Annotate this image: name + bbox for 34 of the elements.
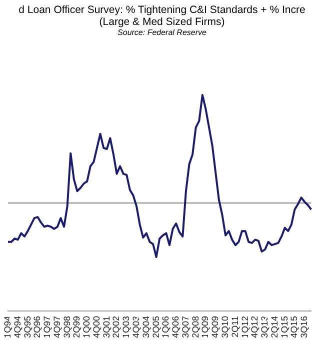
x-tick-label: 3Q01 xyxy=(101,316,112,338)
x-tick-label: 3Q98 xyxy=(62,316,72,338)
x-tick-label: 2Q11 xyxy=(230,316,240,338)
x-tick-label: 4Q94 xyxy=(12,316,22,338)
x-tick-label: 3Q13 xyxy=(260,316,270,338)
x-tick-label: 2Q96 xyxy=(32,316,42,338)
x-tick-label: 1Q12 xyxy=(240,316,250,338)
x-tick-label: 3Q07 xyxy=(180,316,190,338)
x-tick-label: 2Q05 xyxy=(150,316,161,338)
x-tick-label: 4Q00 xyxy=(91,316,102,338)
source-note: Source: Federal Reserve xyxy=(116,28,208,37)
x-tick-label: 2Q02 xyxy=(111,316,122,338)
x-tick-label: 3Q95 xyxy=(22,316,32,338)
chart-subtitle: (Large & Med Sized Firms) xyxy=(98,16,226,28)
x-tick-label: 1Q94 xyxy=(2,316,12,338)
x-tick-label: 4Q06 xyxy=(170,316,181,338)
x-tick-label: 1Q06 xyxy=(160,316,171,338)
x-tick-label: 3Q04 xyxy=(140,316,151,338)
x-tick-label: 4Q03 xyxy=(131,316,142,338)
x-tick-label: 3Q10 xyxy=(220,316,230,338)
x-tick-label: 1Q15 xyxy=(279,316,290,338)
x-tick-label: 1Q97 xyxy=(42,316,52,338)
x-tick-label: 2Q08 xyxy=(190,316,200,338)
x-tick-label: 4Q12 xyxy=(250,316,260,338)
x-tick-label: 4Q09 xyxy=(210,316,220,338)
x-tick-label: 2Q99 xyxy=(72,316,82,338)
x-tick-label: 1Q00 xyxy=(82,316,92,338)
x-tick-label: 3Q16 xyxy=(299,316,310,338)
x-tick-label: 1Q09 xyxy=(200,316,210,338)
x-tick-label: 4Q15 xyxy=(289,316,300,338)
x-tick-label: 4Q97 xyxy=(52,316,62,338)
x-tick-label: 2Q14 xyxy=(269,316,280,338)
chart-title: d Loan Officer Survey: % Tightening C&I Standards + % Incre xyxy=(18,3,306,16)
x-tick-label: 1Q03 xyxy=(121,316,132,338)
